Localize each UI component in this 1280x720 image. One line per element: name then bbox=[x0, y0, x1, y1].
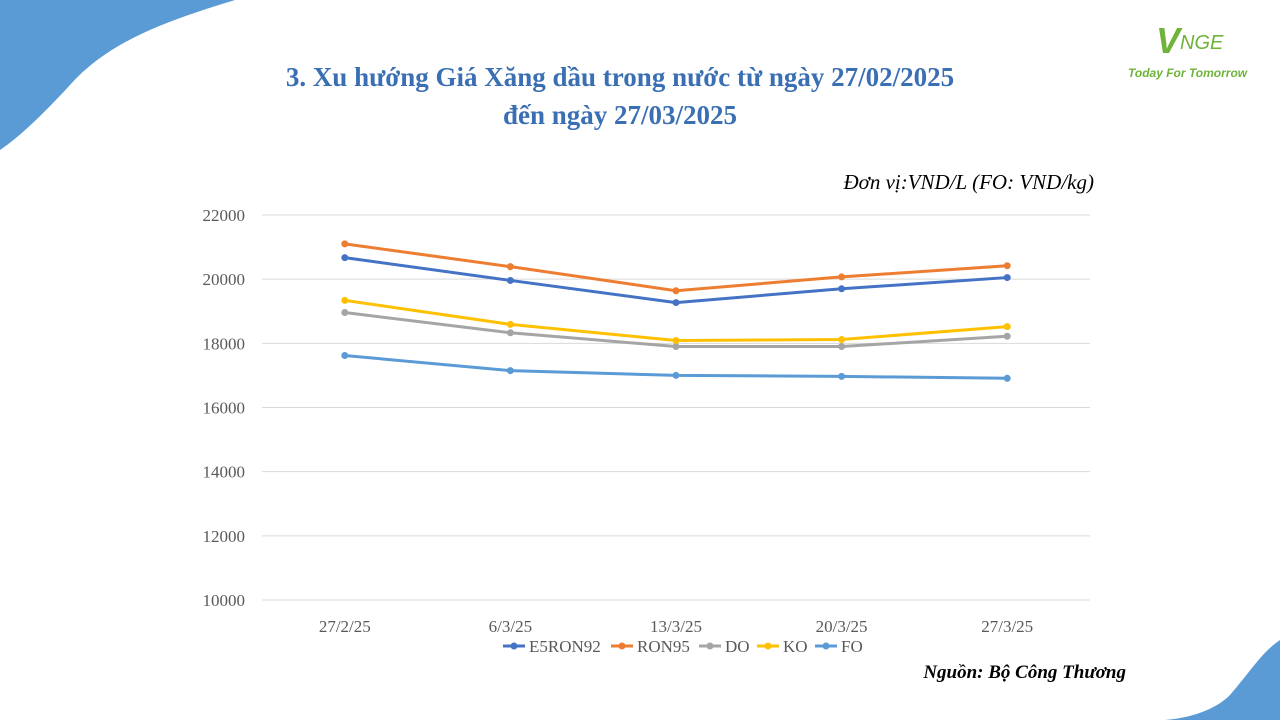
data-point-fo bbox=[838, 372, 846, 380]
legend-label-fo: FO bbox=[841, 637, 863, 656]
data-point-ko bbox=[341, 296, 349, 304]
data-point-ko bbox=[672, 336, 680, 344]
data-point-do bbox=[672, 343, 680, 351]
data-point-e5ron92 bbox=[672, 299, 680, 307]
data-point-fo bbox=[506, 367, 514, 375]
data-point-e5ron92 bbox=[341, 254, 349, 262]
data-point-ko bbox=[1003, 323, 1011, 331]
data-point-ron95 bbox=[506, 263, 514, 271]
data-point-fo bbox=[1003, 374, 1011, 382]
series-line-e5ron92 bbox=[343, 256, 1009, 305]
legend-label-do: DO bbox=[725, 637, 750, 656]
legend-marker-ron95 bbox=[618, 642, 626, 650]
x-tick-label: 27/3/25 bbox=[981, 617, 1033, 636]
logo-mark: VNGE bbox=[1156, 20, 1224, 61]
unit-note: Đơn vị:VND/L (FO: VND/kg) bbox=[843, 170, 1094, 194]
series-line-ko bbox=[343, 298, 1009, 342]
data-point-e5ron92 bbox=[506, 276, 514, 284]
data-point-ron95 bbox=[672, 287, 680, 295]
top-left-wave bbox=[0, 0, 235, 150]
data-point-do bbox=[1003, 332, 1011, 340]
x-tick-label: 20/3/25 bbox=[816, 617, 868, 636]
data-point-fo bbox=[672, 371, 680, 379]
y-tick-label: 22000 bbox=[203, 206, 246, 225]
data-point-ron95 bbox=[838, 273, 846, 281]
x-tick-label: 6/3/25 bbox=[489, 617, 532, 636]
title-line-2: đến ngày 27/03/2025 bbox=[502, 100, 738, 130]
legend-marker-do bbox=[706, 642, 714, 650]
data-point-do bbox=[838, 343, 846, 351]
logo-tagline: Today For Tomorrow bbox=[1128, 66, 1248, 80]
x-tick-label: 27/2/25 bbox=[319, 617, 371, 636]
y-tick-label: 10000 bbox=[203, 591, 246, 610]
data-point-ron95 bbox=[341, 240, 349, 248]
source-note: Nguồn: Bộ Công Thương bbox=[923, 662, 1126, 683]
legend-marker-fo bbox=[822, 642, 830, 650]
y-tick-label: 12000 bbox=[203, 527, 246, 546]
data-point-e5ron92 bbox=[838, 285, 846, 293]
data-point-ron95 bbox=[1003, 262, 1011, 270]
page-title: 3. Xu hướng Giá Xăng dầu trong nước từ n… bbox=[120, 58, 1120, 134]
bottom-right-wave bbox=[1165, 640, 1280, 720]
y-tick-label: 14000 bbox=[203, 463, 246, 482]
x-tick-label: 13/3/25 bbox=[650, 617, 702, 636]
data-point-ko bbox=[506, 320, 514, 328]
legend-marker-ko bbox=[764, 642, 772, 650]
y-tick-label: 20000 bbox=[203, 270, 246, 289]
data-point-fo bbox=[341, 352, 349, 360]
y-tick-label: 18000 bbox=[203, 334, 246, 353]
title-line-1: 3. Xu hướng Giá Xăng dầu trong nước từ n… bbox=[285, 62, 955, 92]
data-point-ko bbox=[838, 335, 846, 343]
legend-label-ron95: RON95 bbox=[637, 637, 690, 656]
legend-label-ko: KO bbox=[783, 637, 808, 656]
vnge-logo: VNGE Today For Tomorrow bbox=[1120, 14, 1270, 94]
data-point-e5ron92 bbox=[1003, 274, 1011, 282]
data-point-do bbox=[341, 309, 349, 317]
legend-marker-e5ron92 bbox=[510, 642, 518, 650]
data-point-do bbox=[506, 329, 514, 337]
legend-label-e5ron92: E5RON92 bbox=[529, 637, 601, 656]
y-tick-label: 16000 bbox=[203, 399, 246, 418]
